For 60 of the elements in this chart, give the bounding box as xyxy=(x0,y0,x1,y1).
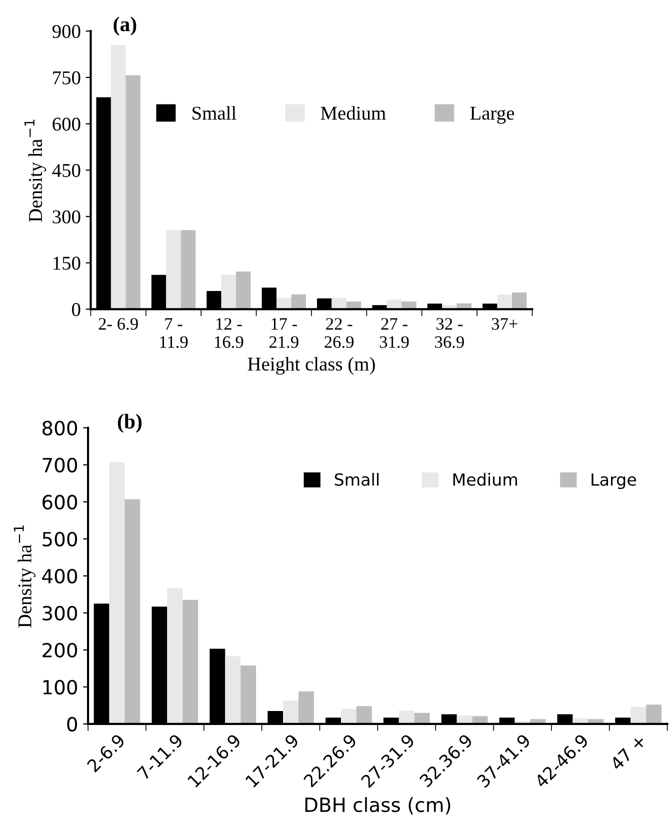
bar xyxy=(221,274,236,310)
x-tick-label: 22 - 26.9 xyxy=(324,318,354,348)
legend-label: Medium xyxy=(453,472,517,486)
bar xyxy=(356,706,372,724)
x-tick-label: 37+ xyxy=(492,318,518,330)
legend-label: Medium xyxy=(320,106,386,120)
y-tick-label: 500 xyxy=(42,532,78,547)
bar xyxy=(298,691,314,724)
bar xyxy=(236,272,251,310)
y-tick-label: 700 xyxy=(42,458,78,472)
bar xyxy=(126,75,140,310)
y-tick-label: 300 xyxy=(42,606,78,621)
legend-label: Small xyxy=(334,472,378,486)
y-tick-label: 800 xyxy=(42,420,78,436)
y-tick-label: 0 xyxy=(72,303,80,316)
y-tick-label: 450 xyxy=(52,164,80,178)
chart-title: (a) xyxy=(114,16,136,36)
bar xyxy=(283,700,298,724)
y-tick-label: 900 xyxy=(52,24,80,38)
bar xyxy=(497,294,512,310)
y-tick-label: 600 xyxy=(42,494,78,510)
legend-label: Small xyxy=(192,106,236,120)
x-tick-label: 12 - 16.9 xyxy=(215,318,244,348)
y-tick-label: 600 xyxy=(52,118,80,131)
x-axis-title: DBH class (cm) xyxy=(305,797,450,814)
y-tick-label: 100 xyxy=(43,680,78,695)
y-axis-title: Density ha$^{−1}$ xyxy=(14,525,36,628)
bar xyxy=(291,294,306,310)
bar xyxy=(124,499,140,724)
x-axis-title: Height class (m) xyxy=(248,356,375,375)
bar xyxy=(512,292,527,310)
x-tick-label: 47 + xyxy=(610,734,646,771)
x-tick-label: 7 - 11.9 xyxy=(160,318,188,348)
bar xyxy=(240,665,256,724)
legend-label: Large xyxy=(592,473,636,490)
y-tick-label: 200 xyxy=(42,642,78,658)
x-tick-label: 17 - 21.9 xyxy=(269,318,298,348)
chart-title: (b) xyxy=(118,414,142,433)
y-tick-label: 150 xyxy=(54,256,80,270)
bar xyxy=(182,600,198,724)
bar xyxy=(630,706,646,724)
bar xyxy=(167,588,183,724)
bar xyxy=(398,710,414,724)
y-axis-title: Density ha$^{−1}$ xyxy=(24,120,46,222)
x-tick-label: 2- 6.9 xyxy=(98,318,138,330)
y-tick-label: 300 xyxy=(52,210,80,224)
bar xyxy=(646,704,662,724)
bar xyxy=(166,230,181,310)
bar xyxy=(225,656,241,724)
x-tick-label: 27 - 31.9 xyxy=(380,318,409,348)
bar xyxy=(109,462,125,724)
y-tick-label: 400 xyxy=(42,568,78,584)
bar xyxy=(180,230,196,310)
legend-label: Large xyxy=(470,106,514,124)
y-tick-label: 750 xyxy=(53,71,80,84)
bar xyxy=(414,712,430,724)
bar xyxy=(340,708,356,724)
bar xyxy=(110,44,126,310)
x-tick-label: 32 - 36.9 xyxy=(435,318,464,348)
y-tick-label: 0 xyxy=(67,716,78,732)
